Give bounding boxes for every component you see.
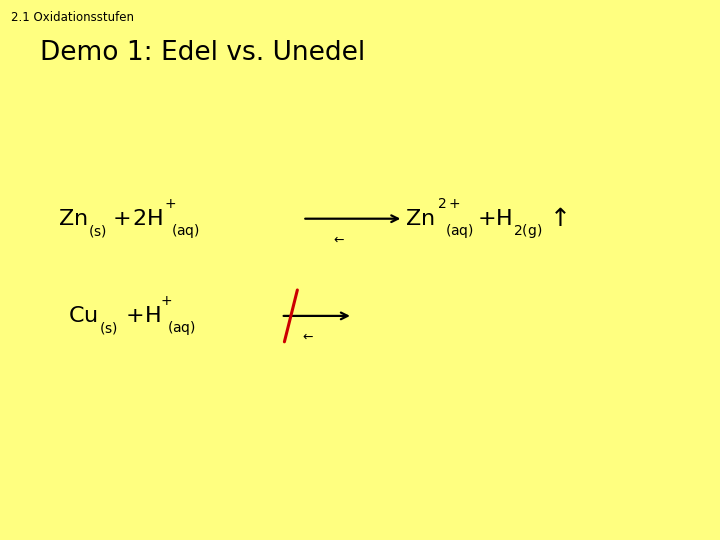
Text: $\mathrm{H}$: $\mathrm{H}$ [144,306,161,326]
Text: $\mathrm{(aq)}$: $\mathrm{(aq)}$ [171,221,200,240]
Text: $\mathrm{(s)}$: $\mathrm{(s)}$ [99,320,118,336]
Text: $\mathrm{2H}$: $\mathrm{2H}$ [132,208,163,229]
Text: $\mathrm{(aq)}$: $\mathrm{(aq)}$ [445,221,474,240]
Text: $\mathrm{(s)}$: $\mathrm{(s)}$ [88,222,107,239]
Text: $\mathrm{Cu}$: $\mathrm{Cu}$ [68,306,98,326]
Text: $\mathrm{2+}$: $\mathrm{2+}$ [437,197,461,211]
Text: $\mathrm{2(g)}$: $\mathrm{2(g)}$ [513,221,542,240]
Text: $+$: $+$ [477,208,495,229]
Text: 2.1 Oxidationsstufen: 2.1 Oxidationsstufen [11,11,134,24]
Text: $\mathrm{Zn}$: $\mathrm{Zn}$ [58,208,87,229]
Text: $+$: $+$ [164,197,176,211]
Text: $\leftarrow$: $\leftarrow$ [331,233,346,246]
Text: $\mathrm{Zn}$: $\mathrm{Zn}$ [405,208,435,229]
Text: $+$: $+$ [112,208,130,229]
Text: Demo 1: Edel vs. Unedel: Demo 1: Edel vs. Unedel [40,40,365,66]
Text: $\mathrm{H}$: $\mathrm{H}$ [495,208,512,229]
Text: $+$: $+$ [160,294,172,308]
Text: $\mathrm{(aq)}$: $\mathrm{(aq)}$ [167,319,196,337]
Text: $\leftarrow$: $\leftarrow$ [300,330,314,343]
Text: $\uparrow$: $\uparrow$ [545,207,567,231]
Text: $+$: $+$ [125,306,143,326]
